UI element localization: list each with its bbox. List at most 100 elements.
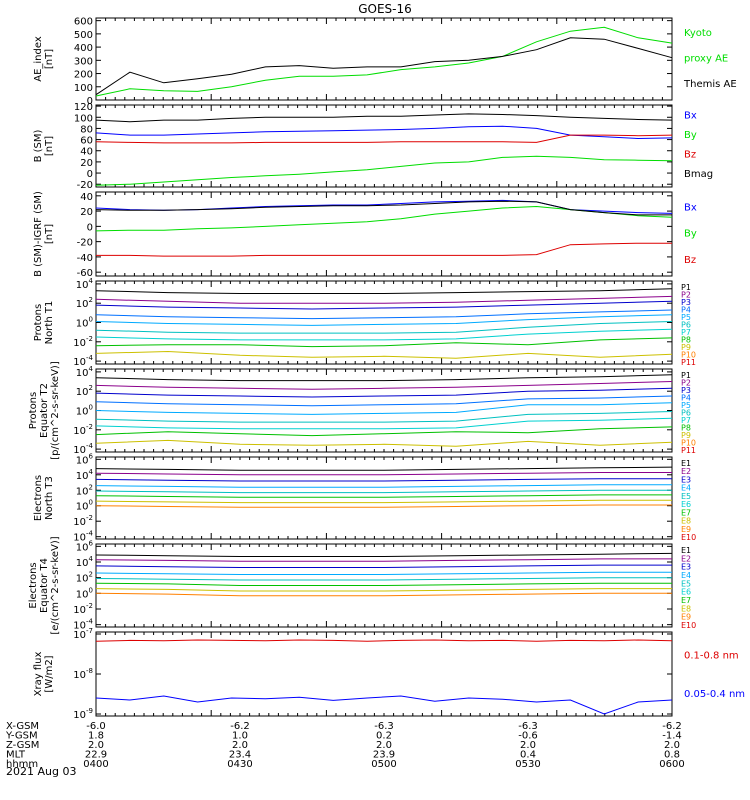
legend-entry: E4 (681, 484, 691, 493)
series-E2 (95, 472, 672, 476)
legend-entry: E7 (681, 596, 691, 605)
y-axis-label: AE_index[nT] (33, 36, 55, 82)
x-row-label: hhmm (6, 759, 38, 770)
y-tick-label: 120 (74, 102, 93, 113)
y-tick-label: 10-4 (73, 442, 93, 456)
series-P2 (95, 381, 673, 390)
series-P4 (95, 309, 673, 320)
x-tick-value: 2.0 (664, 740, 680, 751)
x-row-label: Z-GSM (6, 740, 39, 751)
y-tick-label: 100 (76, 316, 93, 330)
y-tick-label: 400 (74, 43, 93, 54)
date-label: 2021 Aug 03 (6, 765, 76, 778)
legend-entry: P5 (681, 313, 691, 322)
series-E3 (95, 478, 672, 482)
y-tick-label: 102 (76, 296, 93, 310)
y-tick-label: 20 (80, 207, 93, 218)
y-axis-label: B (SM)-IGRF (SM)[nT] (33, 191, 55, 277)
series-P9 (95, 439, 673, 447)
legend-entry: P11 (681, 358, 696, 367)
y-axis-label: ElectronsNorth T3 (33, 475, 55, 521)
x-tick-value: -6.2 (662, 721, 682, 732)
series-P9 (95, 350, 673, 359)
legend-entry: E2 (681, 554, 691, 563)
legend-entry: Bz (684, 255, 696, 266)
series-P6 (95, 321, 673, 334)
y-tick-label: 102 (76, 571, 93, 585)
legend-entry: P9 (681, 343, 691, 352)
panel-4: 104 102 100 10-2 10-4 ProtonsNorth T1 P1P2P3P4… (33, 277, 696, 368)
panel-frame (95, 368, 673, 453)
legend-entry: proxy AE (684, 54, 728, 65)
legend-entry: P1 (681, 283, 691, 292)
legend-entry: P8 (681, 336, 691, 345)
x-tick-value: 0400 (83, 759, 108, 770)
y-tick-label: 10-4 (73, 354, 93, 368)
y-tick-label: 60 (80, 136, 93, 147)
legend-entry: E7 (681, 508, 691, 517)
series-Bx (95, 125, 673, 140)
legend-entry: E1 (681, 546, 691, 555)
y-tick-label: 10-4 (73, 530, 93, 544)
series-E8 (95, 592, 672, 597)
legend-entry: Bmag (684, 169, 713, 180)
legend-entry: P7 (681, 416, 691, 425)
series-E4 (95, 484, 672, 488)
y-tick-label: 104 (76, 555, 94, 569)
legend-entry: P10 (681, 439, 696, 448)
series-By (95, 155, 673, 186)
panel-5: 104 102 100 10-2 10-4 ProtonsEquator T2[p/(cm… (28, 361, 696, 460)
legend-entry: Kyoto (684, 28, 712, 39)
x-tick-value: -0.6 (518, 731, 538, 742)
legend-entry: Bx (684, 111, 697, 122)
x-tick-value: 23.9 (373, 750, 395, 761)
y-tick-label: 0 (87, 169, 93, 180)
y-tick-label: 0 (87, 96, 93, 107)
legend-entry: By (684, 130, 697, 141)
y-tick-label: 80 (80, 124, 93, 135)
legend-entry: P6 (681, 409, 691, 418)
y-tick-label: -20 (77, 238, 93, 249)
legend-entry: P10 (681, 351, 696, 360)
y-tick-label: 106 (76, 452, 94, 466)
y-tick-label: 100 (76, 404, 93, 418)
x-tick-value: -6.3 (374, 721, 394, 732)
y-axis-label: ElectronsEquator T4[e/(cm^2-s-sr-keV)] (28, 536, 61, 634)
y-tick-label: 0 (87, 222, 93, 233)
legend-entry: P8 (681, 424, 691, 433)
series-Bz (95, 134, 673, 144)
series-P1 (95, 374, 673, 382)
y-tick-label: 10-2 (73, 514, 93, 528)
panel-8: 10-7 10-8 10-9 Xray flux[W/m2] 0.1-0.8 nm 0.0… (33, 627, 745, 721)
x-tick-value: 0.4 (520, 750, 536, 761)
y-tick-label: 100 (76, 499, 93, 513)
legend-entry: E9 (681, 613, 691, 622)
legend-entry: P7 (681, 328, 691, 337)
x-row-label: X-GSM (6, 721, 39, 732)
legend-entry: P4 (681, 394, 691, 403)
y-tick-label: 100 (76, 586, 93, 600)
legend-entry: E9 (681, 525, 691, 534)
legend-entry: E6 (681, 588, 691, 597)
legend-entry: E2 (681, 467, 691, 476)
series-P5 (95, 402, 673, 415)
series-E2 (95, 558, 672, 562)
y-tick-label: 106 (76, 539, 94, 553)
y-tick-label: 10-2 (73, 423, 93, 437)
x-row-label: Y-GSM (5, 731, 38, 742)
legend-entry: P4 (681, 306, 691, 315)
series-0.05-0.4-nm (95, 695, 673, 715)
series-Bmag (95, 113, 673, 123)
y-tick-label: 10-2 (73, 602, 93, 616)
series-black (95, 200, 672, 216)
series-E5 (95, 577, 672, 581)
legend-entry: P3 (681, 386, 691, 395)
series-P6 (95, 411, 673, 423)
y-tick-label: 10-4 (73, 618, 93, 632)
series-E4 (95, 571, 672, 575)
legend-entry: P9 (681, 431, 691, 440)
legend-entry: E5 (681, 492, 691, 501)
y-tick-label: 10-7 (73, 627, 93, 641)
legend-entry: P2 (681, 291, 691, 300)
